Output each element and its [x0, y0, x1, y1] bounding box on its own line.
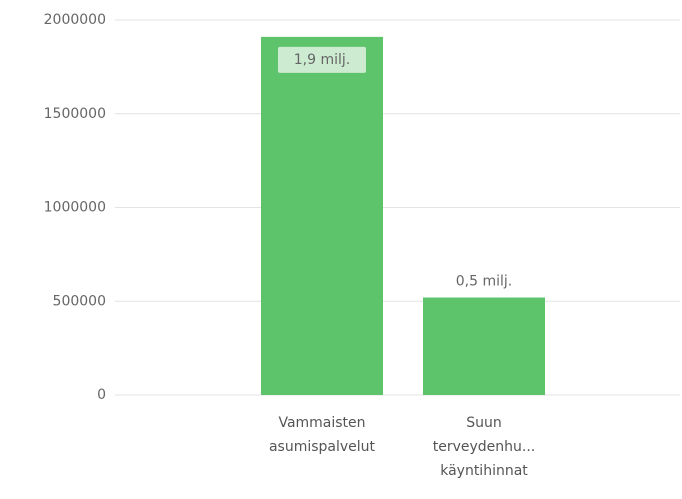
- y-tick-label: 0: [97, 387, 106, 403]
- value-label: 0,5 milj.: [456, 274, 512, 290]
- y-tick-label: 2000000: [44, 12, 106, 28]
- y-tick-label: 500000: [53, 293, 106, 309]
- x-tick-label: Vammaisten asumispalvelut: [268, 415, 376, 455]
- bar: [261, 36, 383, 395]
- bar: [423, 297, 545, 395]
- value-label-bg: [278, 46, 366, 73]
- value-label: 1,9 milj.: [294, 52, 350, 68]
- y-tick-label: 1000000: [44, 200, 106, 216]
- y-tick-label: 1500000: [44, 106, 106, 122]
- x-tick-label: Suun terveydenhu... käyntihinnat: [432, 415, 536, 479]
